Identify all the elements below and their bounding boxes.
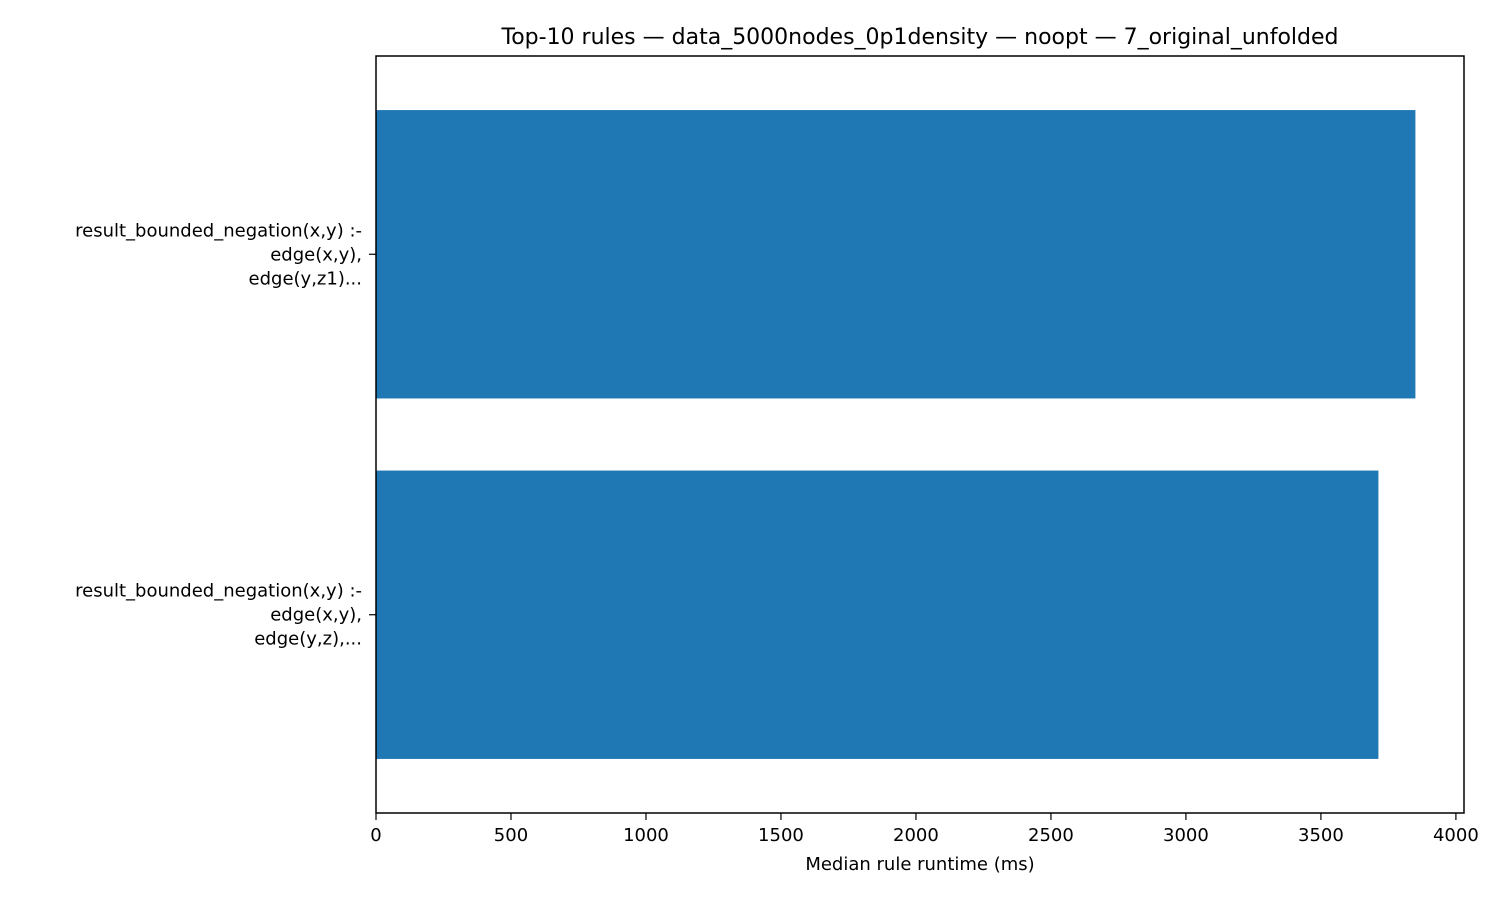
x-tick-label: 2000	[893, 825, 939, 846]
x-axis-ticks: 0 500 1000 1500 2000 2500 3000 3500 4000	[370, 813, 1479, 846]
x-tick-label: 500	[494, 825, 528, 846]
category-label: result_bounded_negation(x,y) :- edge(x,y)…	[75, 581, 362, 650]
x-tick-label: 3000	[1163, 825, 1209, 846]
category-label-line: edge(x,y),	[270, 244, 362, 265]
category-label-line: edge(y,z),...	[254, 629, 362, 650]
category-label-line: result_bounded_negation(x,y) :-	[75, 581, 362, 602]
x-tick-label: 0	[370, 825, 381, 846]
x-tick-label: 1500	[758, 825, 804, 846]
x-tick-label: 4000	[1433, 825, 1479, 846]
x-tick-label: 3500	[1298, 825, 1344, 846]
category-label: result_bounded_negation(x,y) :- edge(x,y)…	[75, 220, 362, 289]
bar	[376, 470, 1379, 759]
bar	[376, 110, 1416, 399]
x-tick-label: 2500	[1028, 825, 1074, 846]
category-label-line: edge(x,y),	[270, 605, 362, 626]
x-tick-label: 1000	[623, 825, 669, 846]
category-label-line: result_bounded_negation(x,y) :-	[75, 220, 362, 241]
category-label-line: edge(y,z1)...	[249, 268, 362, 289]
x-axis-label: Median rule runtime (ms)	[805, 854, 1034, 875]
plot-frame	[375, 55, 1465, 814]
y-axis-ticks: result_bounded_negation(x,y) :- edge(x,y)…	[75, 220, 376, 650]
chart-title: Top-10 rules — data_5000nodes_0p1density…	[501, 25, 1339, 50]
bars	[376, 110, 1416, 759]
